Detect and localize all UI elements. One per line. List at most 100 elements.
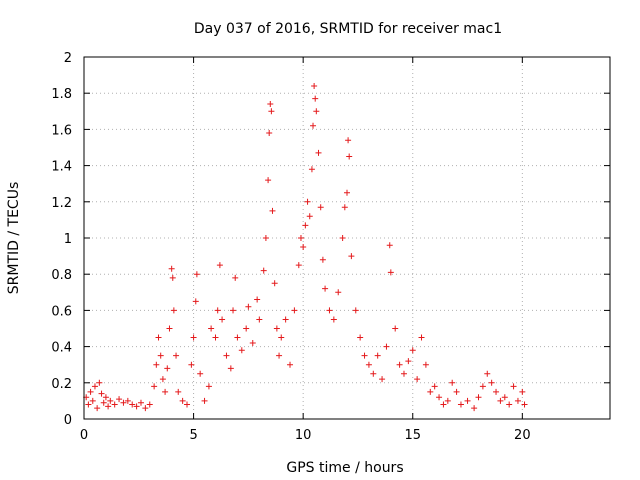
y-tick-label: 0.2 (51, 377, 72, 392)
y-tick-label: 0.4 (51, 341, 72, 356)
data-point (344, 189, 350, 196)
data-point (151, 383, 158, 390)
data-point (184, 401, 191, 408)
data-point (418, 334, 425, 341)
data-point (287, 361, 294, 368)
data-point (427, 388, 434, 395)
data-point (227, 365, 234, 372)
data-point (339, 235, 346, 241)
data-point (205, 383, 212, 390)
data-point (521, 401, 528, 408)
x-axis-label: GPS time / hours (286, 460, 403, 476)
data-point (484, 370, 491, 377)
y-tick-label: 1.2 (51, 196, 72, 211)
data-point (234, 334, 241, 341)
data-point (164, 365, 171, 372)
data-point (208, 325, 215, 332)
data-point (91, 383, 98, 390)
data-point (243, 325, 250, 332)
data-point (276, 352, 283, 359)
data-point (278, 334, 285, 341)
data-point (245, 303, 252, 310)
data-point (291, 307, 298, 314)
y-tick-label: 1.8 (51, 87, 72, 102)
data-point (188, 361, 195, 368)
data-point (146, 401, 153, 408)
data-point (414, 376, 421, 383)
x-tick-label: 0 (80, 428, 88, 443)
data-point (400, 370, 407, 377)
data-point (431, 383, 438, 390)
data-point (365, 361, 372, 368)
data-point (98, 390, 105, 397)
data-point (519, 388, 526, 395)
data-point (501, 394, 508, 401)
data-point (319, 256, 326, 263)
data-point (352, 307, 359, 314)
data-point (475, 394, 482, 401)
data-point (273, 325, 280, 332)
data-point (133, 403, 140, 410)
x-tick-label: 15 (404, 428, 421, 443)
data-point (89, 397, 96, 404)
data-point (232, 274, 239, 281)
data-point (260, 267, 267, 274)
data-point (179, 397, 186, 404)
data-point (409, 347, 416, 354)
data-point (387, 269, 394, 276)
data-point (374, 352, 381, 359)
data-point (306, 213, 313, 220)
data-point (335, 289, 342, 296)
data-point (300, 244, 307, 251)
data-point (137, 399, 144, 406)
data-point (94, 405, 101, 412)
data-point (166, 325, 173, 332)
data-point (313, 108, 320, 115)
data-point (471, 405, 478, 412)
data-point (249, 339, 256, 346)
data-point (379, 376, 386, 383)
data-point (142, 405, 149, 412)
data-point (357, 334, 364, 341)
data-point (488, 379, 495, 386)
data-point (173, 352, 180, 359)
data-point (266, 130, 273, 137)
data-point (326, 307, 333, 314)
y-tick-label: 1.6 (51, 123, 72, 138)
data-point (111, 401, 118, 408)
data-point (405, 358, 412, 365)
data-point (155, 334, 162, 341)
data-point (238, 347, 245, 354)
data-point (302, 222, 309, 229)
data-point (392, 325, 399, 332)
data-point (506, 401, 513, 408)
data-point (312, 95, 319, 102)
data-point (87, 388, 94, 395)
data-point (464, 397, 471, 404)
data-point (497, 397, 504, 404)
data-point (168, 265, 175, 272)
data-point (297, 235, 304, 241)
data-point (216, 262, 223, 269)
y-tick-label: 1 (64, 232, 72, 247)
data-point (212, 334, 219, 341)
data-point (383, 343, 390, 350)
data-point (386, 242, 393, 249)
data-point (457, 401, 464, 408)
data-point (197, 370, 204, 377)
data-point (107, 397, 114, 404)
data-point (265, 177, 272, 184)
data-point (256, 316, 263, 323)
data-point (230, 307, 237, 314)
grid (84, 57, 610, 419)
data-point (322, 285, 329, 292)
data-point (330, 316, 337, 323)
data-point (449, 379, 456, 386)
ticks: 0 5 10 15 20 0 0.2 0.4 0.6 0.8 1 1.2 1.4 1.6 1.8 2 (51, 51, 610, 443)
x-tick-label: 5 (189, 428, 197, 443)
data-point (102, 394, 109, 401)
data-point (310, 122, 317, 129)
data-point (159, 376, 166, 383)
data-point (175, 388, 182, 395)
